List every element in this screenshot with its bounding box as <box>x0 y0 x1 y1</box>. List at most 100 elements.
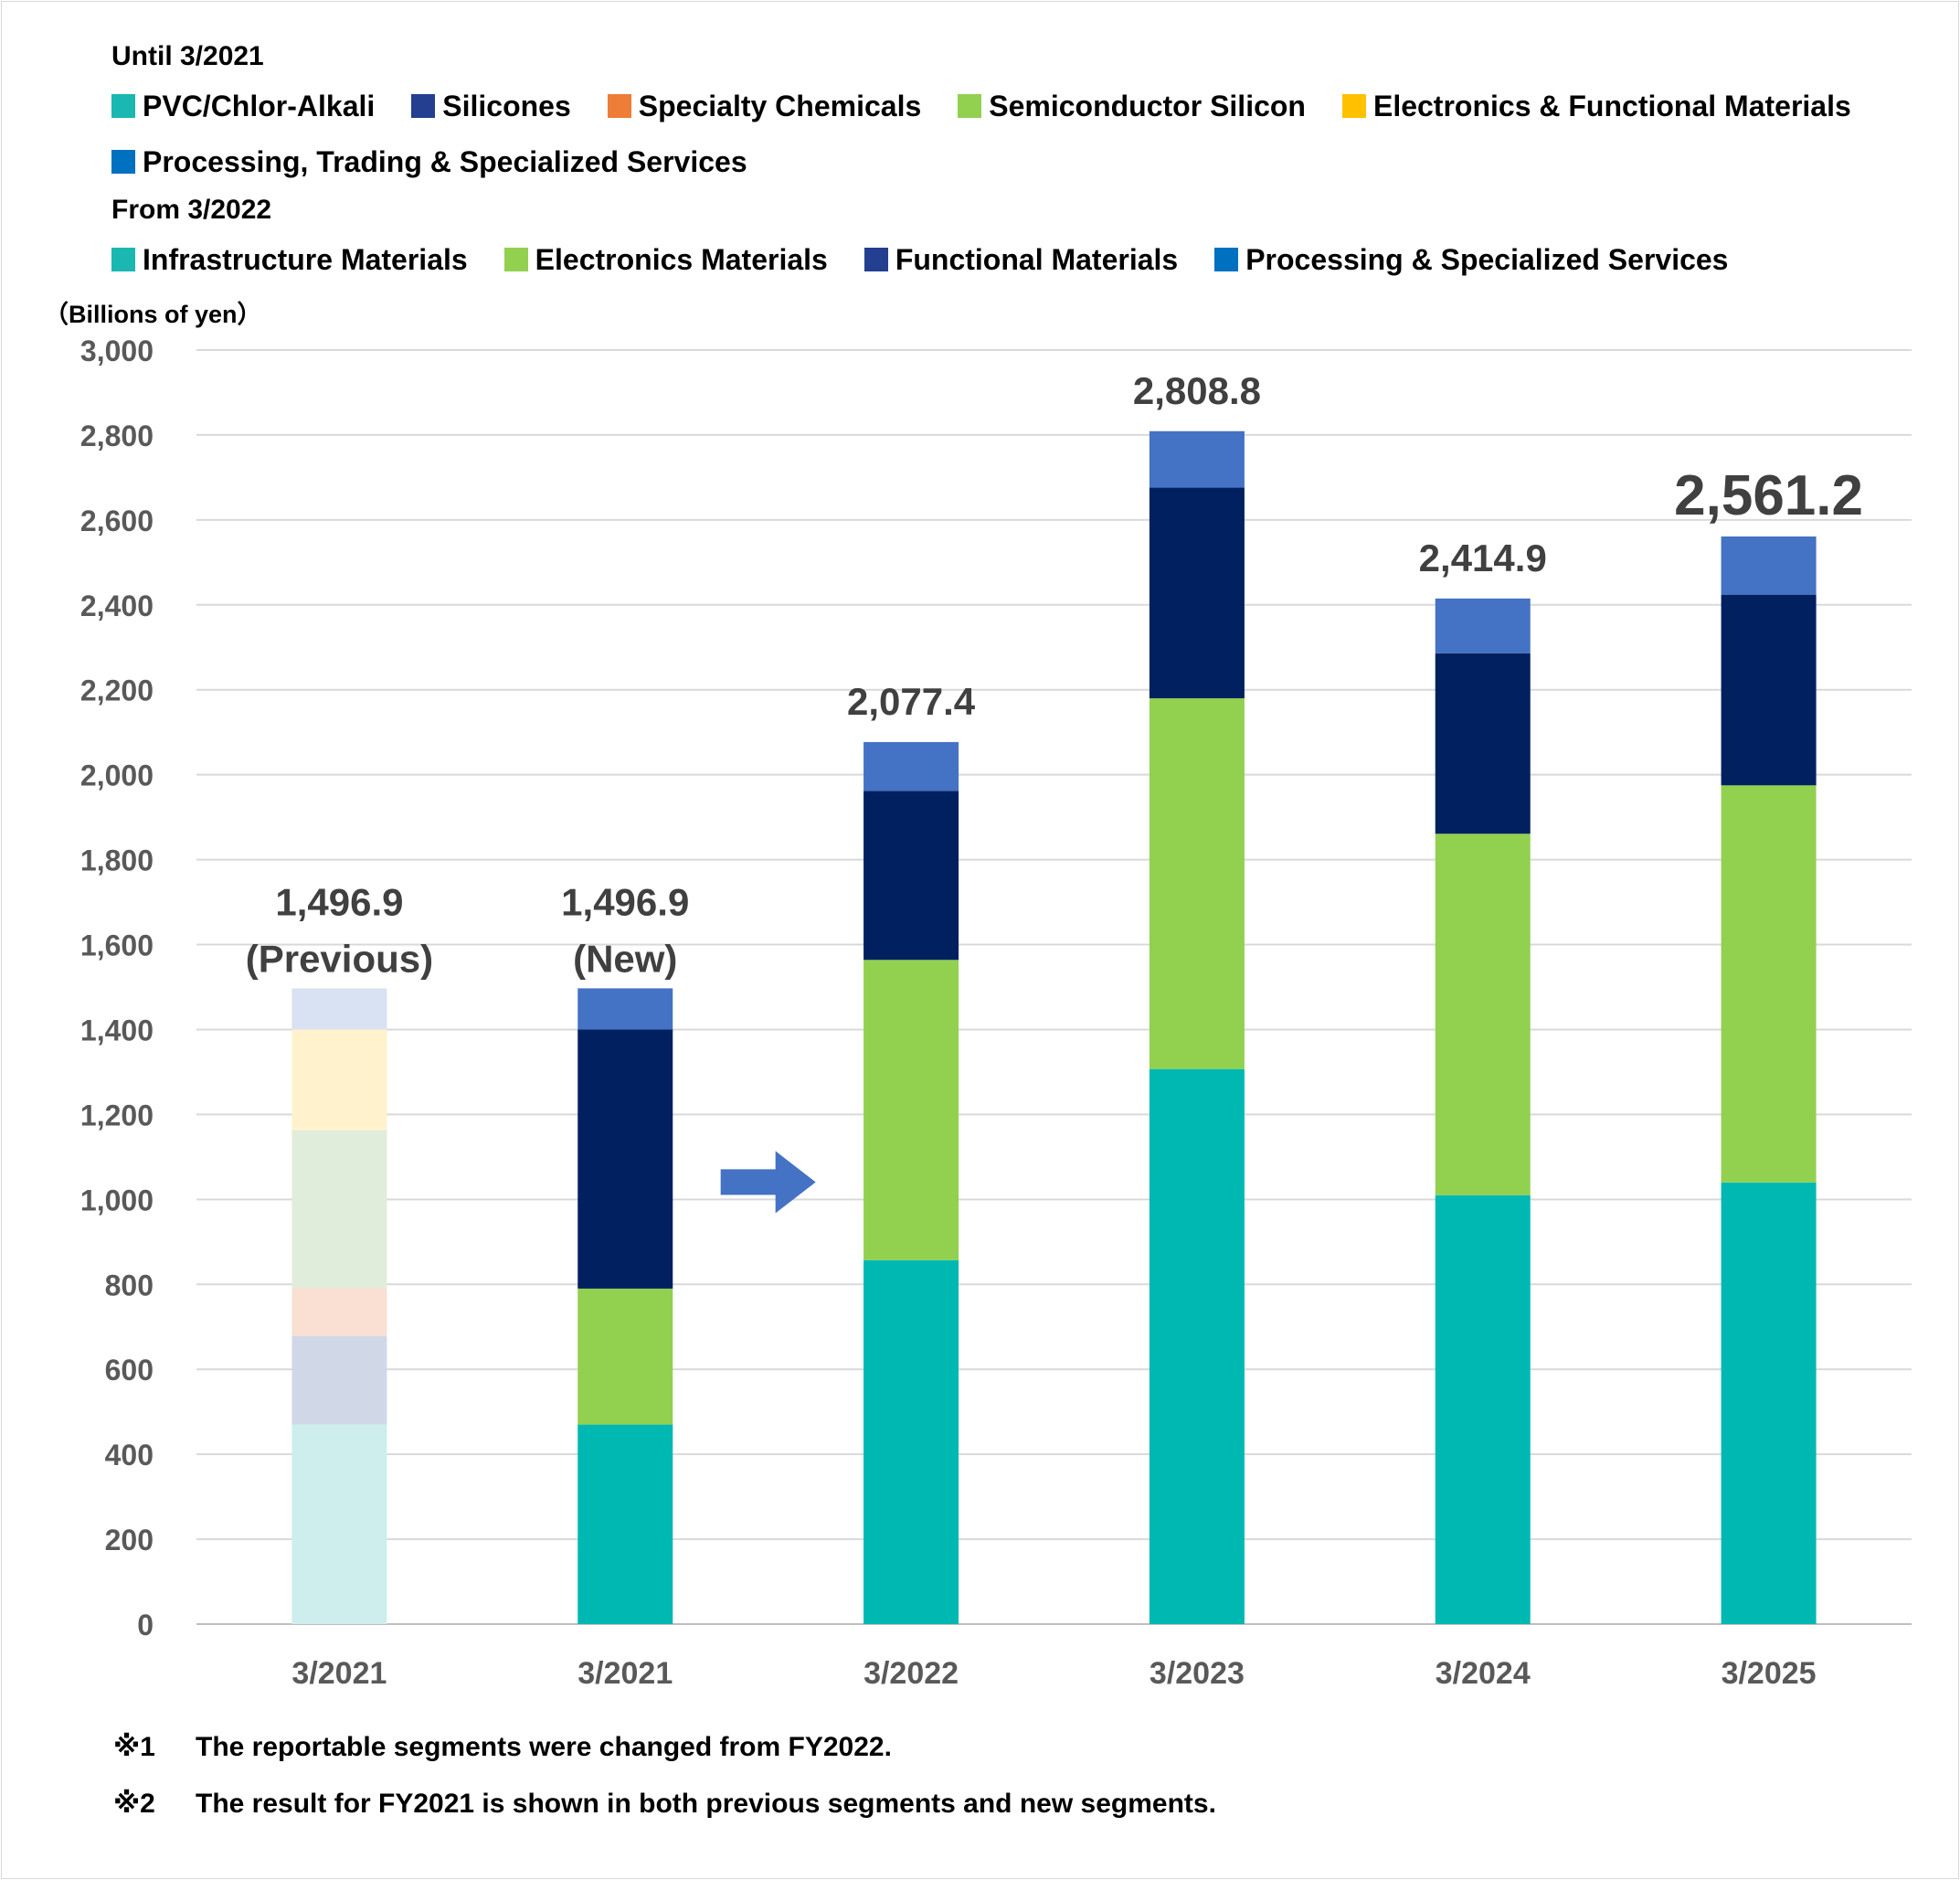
bar-segment <box>1149 698 1245 1069</box>
legend-from-item: Electronics Materials <box>503 241 828 278</box>
bar-sub-label: (Previous) <box>246 937 433 980</box>
bar-segment <box>291 1130 387 1289</box>
legend-from-row: Infrastructure Materials Electronics Mate… <box>111 241 1764 278</box>
y-tick-label: 400 <box>105 1439 154 1471</box>
bar-segment <box>291 1335 387 1425</box>
y-tick-label: 3,000 <box>80 335 154 367</box>
legend-until-item: Electronics & Functional Materials <box>1341 88 1851 124</box>
x-tick-label: 3/2021 <box>577 1656 673 1691</box>
y-tick-label: 0 <box>137 1609 154 1641</box>
y-tick-label: 1,000 <box>80 1184 154 1216</box>
legend-from-item: Infrastructure Materials <box>111 241 468 278</box>
legend-heading-until: Until 3/2021 <box>111 41 264 71</box>
legend-label: Infrastructure Materials <box>143 243 468 276</box>
bar-segment <box>1721 594 1817 786</box>
footnote-2-text: The result for FY2021 is shown in both p… <box>196 1789 1216 1819</box>
bar-total-label: 2,077.4 <box>847 680 976 723</box>
bar-segment <box>863 791 959 961</box>
x-tick-label: 3/2022 <box>863 1656 959 1691</box>
legend-label: Processing, Trading & Specialized Servic… <box>143 145 747 178</box>
legend-until-row-2: Processing, Trading & Specialized Servic… <box>111 143 784 180</box>
legend-label: Specialty Chemicals <box>638 90 922 122</box>
bar-total-label: 2,808.8 <box>1133 369 1261 412</box>
y-tick-label: 1,800 <box>80 844 154 877</box>
bar-segment <box>577 1424 673 1624</box>
y-tick-label: 200 <box>105 1524 154 1556</box>
legend-swatch <box>411 94 436 118</box>
legend-from-item: Functional Materials <box>863 241 1179 278</box>
right-arrow-icon <box>720 1151 816 1214</box>
y-tick-label: 2,000 <box>80 759 154 792</box>
bar-segment <box>863 1259 959 1624</box>
y-tick-label: 800 <box>105 1269 154 1301</box>
legend-label: Silicones <box>442 90 571 122</box>
legend-label: Semiconductor Silicon <box>989 90 1306 122</box>
legend-swatch <box>503 248 528 271</box>
legend-until-item: Processing, Trading & Specialized Servic… <box>111 143 747 180</box>
legend-label: PVC/Chlor-Alkali <box>143 90 376 122</box>
legend-label: Electronics Materials <box>535 243 828 276</box>
x-tick-label: 3/2025 <box>1722 1656 1817 1691</box>
y-tick-label: 2,600 <box>80 505 154 537</box>
legend-heading-from: From 3/2022 <box>111 195 272 225</box>
legend-swatch <box>111 248 135 271</box>
bar-segment <box>291 1029 387 1131</box>
bar-segment <box>1149 430 1245 488</box>
legend-swatch <box>607 94 631 118</box>
footnote-1: ※1 The reportable segments were changed f… <box>113 1731 892 1764</box>
bar-segment <box>291 1424 387 1624</box>
x-tick-label: 3/2024 <box>1436 1656 1531 1691</box>
x-tick-label: 3/2023 <box>1150 1656 1245 1691</box>
bar-segment <box>577 1288 673 1425</box>
bar-segment <box>291 988 387 1030</box>
bar-total-label: 2,414.9 <box>1419 536 1547 579</box>
legend-swatch <box>1214 248 1239 271</box>
bar-total-label: 2,561.2 <box>1674 464 1863 527</box>
bar-sub-label: (New) <box>573 937 677 980</box>
legend-until-item: Specialty Chemicals <box>607 88 922 124</box>
bar-segment <box>1435 1195 1531 1624</box>
bar-segment <box>1721 785 1817 1183</box>
legend-swatch <box>1341 94 1366 118</box>
y-tick-label: 2,400 <box>80 589 154 622</box>
legend-label: Electronics & Functional Materials <box>1372 90 1851 122</box>
y-tick-label: 1,600 <box>80 929 154 962</box>
x-tick-label: 3/2021 <box>291 1656 387 1691</box>
legend-until-item: PVC/Chlor-Alkali <box>111 88 375 124</box>
bar-segment <box>1435 653 1531 834</box>
bar-total-label: 1,496.9 <box>561 880 689 923</box>
legend-from-item: Processing & Specialized Services <box>1214 241 1728 278</box>
bar-segment <box>1435 598 1531 653</box>
bar-segment <box>577 1029 673 1289</box>
legend-until-row: PVC/Chlor-Alkali Silicones Specialty Chemi… <box>111 88 1888 124</box>
footnote-1-text: The reportable segments were changed fro… <box>196 1732 892 1762</box>
legend-until-item: Semiconductor Silicon <box>958 88 1306 124</box>
bar-segment <box>291 1288 387 1336</box>
footnote-2: ※2 The result for FY2021 is shown in both… <box>113 1788 1216 1821</box>
legend-label: Functional Materials <box>895 243 1179 276</box>
bar-segment <box>1149 487 1245 699</box>
y-tick-label: 2,200 <box>80 674 154 707</box>
bar-total-label: 1,496.9 <box>275 880 403 923</box>
bar-segment <box>1435 834 1531 1195</box>
footnote-2-mark: ※2 <box>113 1789 155 1819</box>
y-axis-label: （Billions of yen） <box>44 301 262 328</box>
legend-swatch <box>863 248 888 271</box>
bar-segment <box>863 960 959 1260</box>
bar-segment <box>1721 536 1817 595</box>
y-tick-label: 2,800 <box>80 420 154 452</box>
footnote-1-mark: ※1 <box>113 1732 155 1762</box>
legend-swatch <box>111 150 135 174</box>
y-tick-label: 1,400 <box>80 1014 154 1046</box>
legend-swatch <box>958 94 982 118</box>
bar-segment <box>1721 1182 1817 1624</box>
legend-swatch <box>111 94 135 118</box>
bar-segment <box>863 741 959 791</box>
y-tick-label: 1,200 <box>80 1099 154 1131</box>
bar-segment <box>577 988 673 1030</box>
legend-label: Processing & Specialized Services <box>1245 243 1729 276</box>
legend-until-item: Silicones <box>411 88 571 124</box>
bar-segment <box>1149 1068 1245 1624</box>
